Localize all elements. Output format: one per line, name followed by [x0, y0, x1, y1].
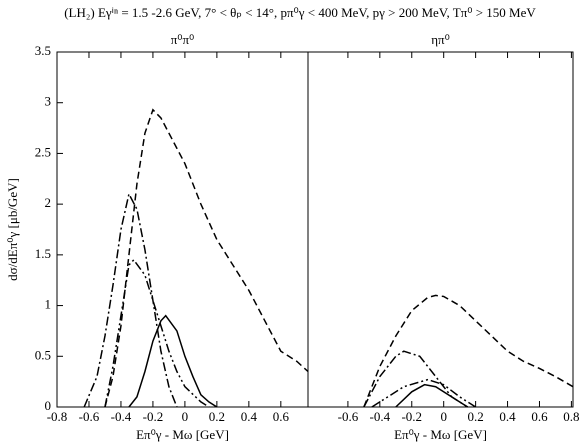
x-tick-label: 0.2 [209, 409, 225, 424]
x-tick-label: -0.4 [111, 409, 132, 424]
x-tick-label: -0.2 [401, 409, 422, 424]
line-series [363, 350, 469, 408]
y-tick-label: 0 [45, 398, 52, 413]
x-tick-label: 0.8 [563, 409, 579, 424]
y-tick-label: 3 [45, 94, 52, 109]
line-series [83, 191, 178, 408]
x-tick-label: 0.4 [499, 409, 516, 424]
y-tick-label: 1 [45, 297, 52, 312]
x-tick-label: 0 [182, 409, 189, 424]
x-tick-label: -0.2 [143, 409, 164, 424]
plot-frame [307, 51, 574, 408]
line-series [128, 314, 218, 408]
x-tick-label: 0.6 [273, 409, 290, 424]
y-tick-label: 2 [45, 195, 52, 210]
x-tick-label: -0.8 [47, 409, 68, 424]
y-tick-label: 3.5 [35, 43, 51, 58]
x-axis-label: Eπ⁰γ - Mω [GeV] [394, 427, 487, 442]
panel-title: π⁰π⁰ [171, 32, 195, 47]
x-tick-label: 0 [440, 409, 447, 424]
panel-title: ηπ⁰ [431, 32, 450, 47]
chart-title: (LH₂) Eγⁱⁿ = 1.5 -2.6 GeV, 7° < θₚ < 14°… [64, 5, 536, 20]
x-tick-label: -0.6 [79, 409, 100, 424]
x-axis-label: Eπ⁰γ - Mω [GeV] [136, 427, 229, 442]
y-tick-label: 0.5 [35, 347, 51, 362]
line-series [371, 378, 477, 408]
y-tick-label: 2.5 [35, 144, 51, 159]
y-tick-label: 1.5 [35, 246, 51, 261]
x-tick-label: 0.2 [467, 409, 483, 424]
x-tick-label: -0.4 [370, 409, 391, 424]
x-tick-label: 0.6 [531, 409, 548, 424]
line-series [104, 258, 210, 408]
x-tick-label: 0.4 [241, 409, 258, 424]
y-axis-label: dσ/dEπ⁰γ [μb/GeV] [5, 178, 20, 281]
line-series [395, 383, 469, 408]
line-series [363, 294, 574, 408]
plot-frame [56, 51, 309, 408]
line-series [104, 108, 309, 408]
x-tick-label: -0.6 [338, 409, 359, 424]
